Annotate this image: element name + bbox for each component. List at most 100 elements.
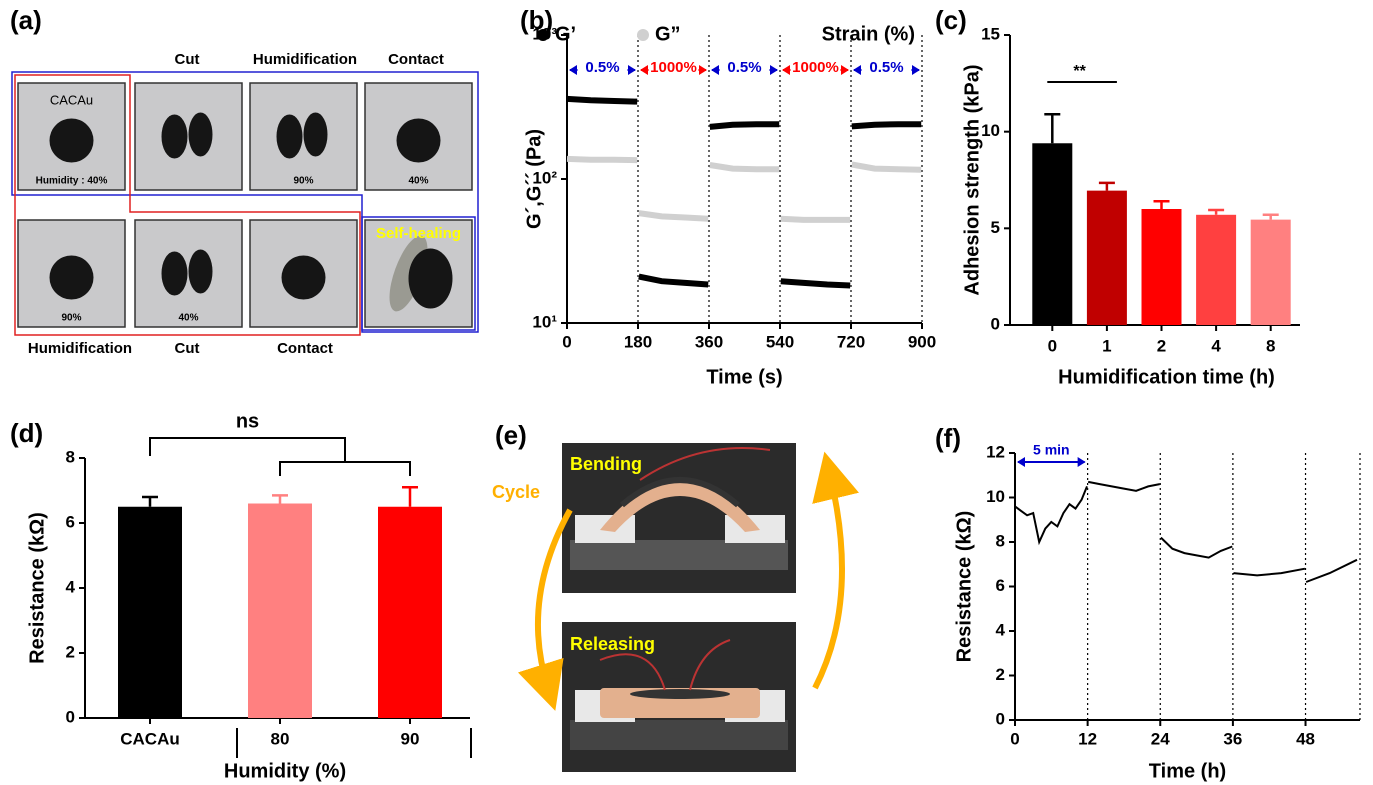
strain-label: 0.5% xyxy=(727,59,761,76)
x-tick-label: 48 xyxy=(1296,729,1315,748)
photo xyxy=(562,443,796,593)
x-axis-title: Time (h) xyxy=(1149,760,1226,782)
x-axis-title: Humidity (%) xyxy=(224,760,346,782)
y-tick-label: 15 xyxy=(981,24,1000,43)
y-tick-label: 10² xyxy=(532,168,557,187)
bar xyxy=(248,503,312,718)
photo xyxy=(562,622,796,772)
x-tick-label: 1 xyxy=(1102,336,1111,355)
cycle-arrow xyxy=(812,451,859,690)
y-tick-label: 6 xyxy=(996,576,1005,595)
y-tick-label: 8 xyxy=(996,531,1005,550)
blob xyxy=(396,118,441,163)
x-tick-label: 540 xyxy=(766,332,794,351)
tile-title: CACAu xyxy=(50,92,93,107)
annotation: 5 min xyxy=(1033,442,1070,458)
error-bar xyxy=(1153,200,1170,209)
cycle-label: Cycle xyxy=(492,482,540,502)
x-tick-label: 180 xyxy=(624,332,652,351)
arrow-head xyxy=(853,65,920,75)
y-tick-label: 10 xyxy=(981,121,1000,140)
y-tick-label: 12 xyxy=(986,442,1005,461)
cycle-arrow xyxy=(517,508,573,711)
x-tick-label: 80 xyxy=(271,729,290,748)
y-tick-label: 10¹ xyxy=(532,312,557,331)
blob xyxy=(49,255,94,300)
x-tick-label: 2 xyxy=(1157,336,1166,355)
blob xyxy=(188,249,213,294)
strain-label: 0.5% xyxy=(869,59,903,76)
bar xyxy=(1196,214,1237,325)
outline xyxy=(14,74,361,336)
y-tick-label: 8 xyxy=(66,447,75,466)
y-tick-label: 10 xyxy=(986,487,1005,506)
y-tick-label: 6 xyxy=(66,512,75,531)
y-tick-label: 0 xyxy=(991,314,1000,333)
tile-note: 90% xyxy=(293,176,313,187)
bar xyxy=(378,506,442,718)
photo-grid: CACAu Humidity : 40% 90% 40% 90% 40% Self-heal… xyxy=(17,82,473,328)
photo-label: Releasing xyxy=(570,634,655,654)
x-tick-label: CACAu xyxy=(120,729,180,748)
error-bar xyxy=(1098,181,1115,191)
x-tick-label: 0 xyxy=(1048,336,1057,355)
tile-note: Self-healing xyxy=(376,225,461,242)
strain-label: 0.5% xyxy=(585,59,619,76)
x-tick-label: 4 xyxy=(1211,336,1221,355)
outline xyxy=(11,71,479,333)
panel-label: (a) xyxy=(10,5,42,35)
x-tick-label: 24 xyxy=(1151,729,1170,748)
caption: Humidification xyxy=(28,340,132,357)
x-tick-label: 0 xyxy=(562,332,571,351)
legend-label: G” xyxy=(655,23,681,45)
annotation: Strain (%) xyxy=(822,23,915,45)
error-bar xyxy=(1044,113,1061,144)
panel-label: (b) xyxy=(520,5,553,35)
blob xyxy=(276,114,303,159)
error-bar xyxy=(1262,213,1279,220)
panel-label: (c) xyxy=(935,5,967,35)
error-bar xyxy=(272,494,288,504)
y-tick-label: 2 xyxy=(996,665,1005,684)
legend-swatch xyxy=(537,29,549,41)
x-tick-label: 90 xyxy=(401,729,420,748)
x-tick-label: 0 xyxy=(1010,729,1019,748)
tile-note: Humidity : 40% xyxy=(36,176,108,187)
blob xyxy=(161,251,188,296)
caption: Cut xyxy=(175,340,200,357)
arrow-head xyxy=(569,65,636,75)
y-tick-label: 2 xyxy=(66,642,75,661)
x-tick-label: 36 xyxy=(1223,729,1242,748)
caption: Contact xyxy=(388,51,444,68)
significance-label: ns xyxy=(236,410,259,432)
legend-label: G’ xyxy=(555,23,576,45)
bar xyxy=(118,506,182,718)
blob xyxy=(161,114,188,159)
tile-note: 40% xyxy=(408,176,428,187)
blob xyxy=(281,255,326,300)
arrow-head xyxy=(711,65,778,75)
arrow-head xyxy=(782,65,849,75)
photo-tile xyxy=(134,82,243,191)
legend-swatch xyxy=(637,29,649,41)
significance-label: ** xyxy=(1073,63,1086,80)
blob xyxy=(303,112,328,157)
bar xyxy=(1086,190,1127,325)
y-tick-label: 4 xyxy=(66,577,76,596)
error-bar xyxy=(142,495,158,507)
panel-label: (e) xyxy=(495,420,527,450)
caption: Cut xyxy=(175,51,200,68)
panel-label: (d) xyxy=(10,418,43,448)
arrow-head xyxy=(1017,457,1086,467)
y-axis-title: Resistance (kΩ) xyxy=(26,512,48,664)
error-bar xyxy=(402,486,418,507)
outline xyxy=(361,216,476,331)
x-tick-label: 8 xyxy=(1266,336,1275,355)
y-axis-title: Adhesion strength (kPa) xyxy=(961,64,983,295)
photo-label: Bending xyxy=(570,454,642,474)
strain-label: 1000% xyxy=(792,59,839,76)
bar xyxy=(1250,219,1291,325)
x-tick-label: 900 xyxy=(908,332,936,351)
line-series xyxy=(1014,480,1358,583)
